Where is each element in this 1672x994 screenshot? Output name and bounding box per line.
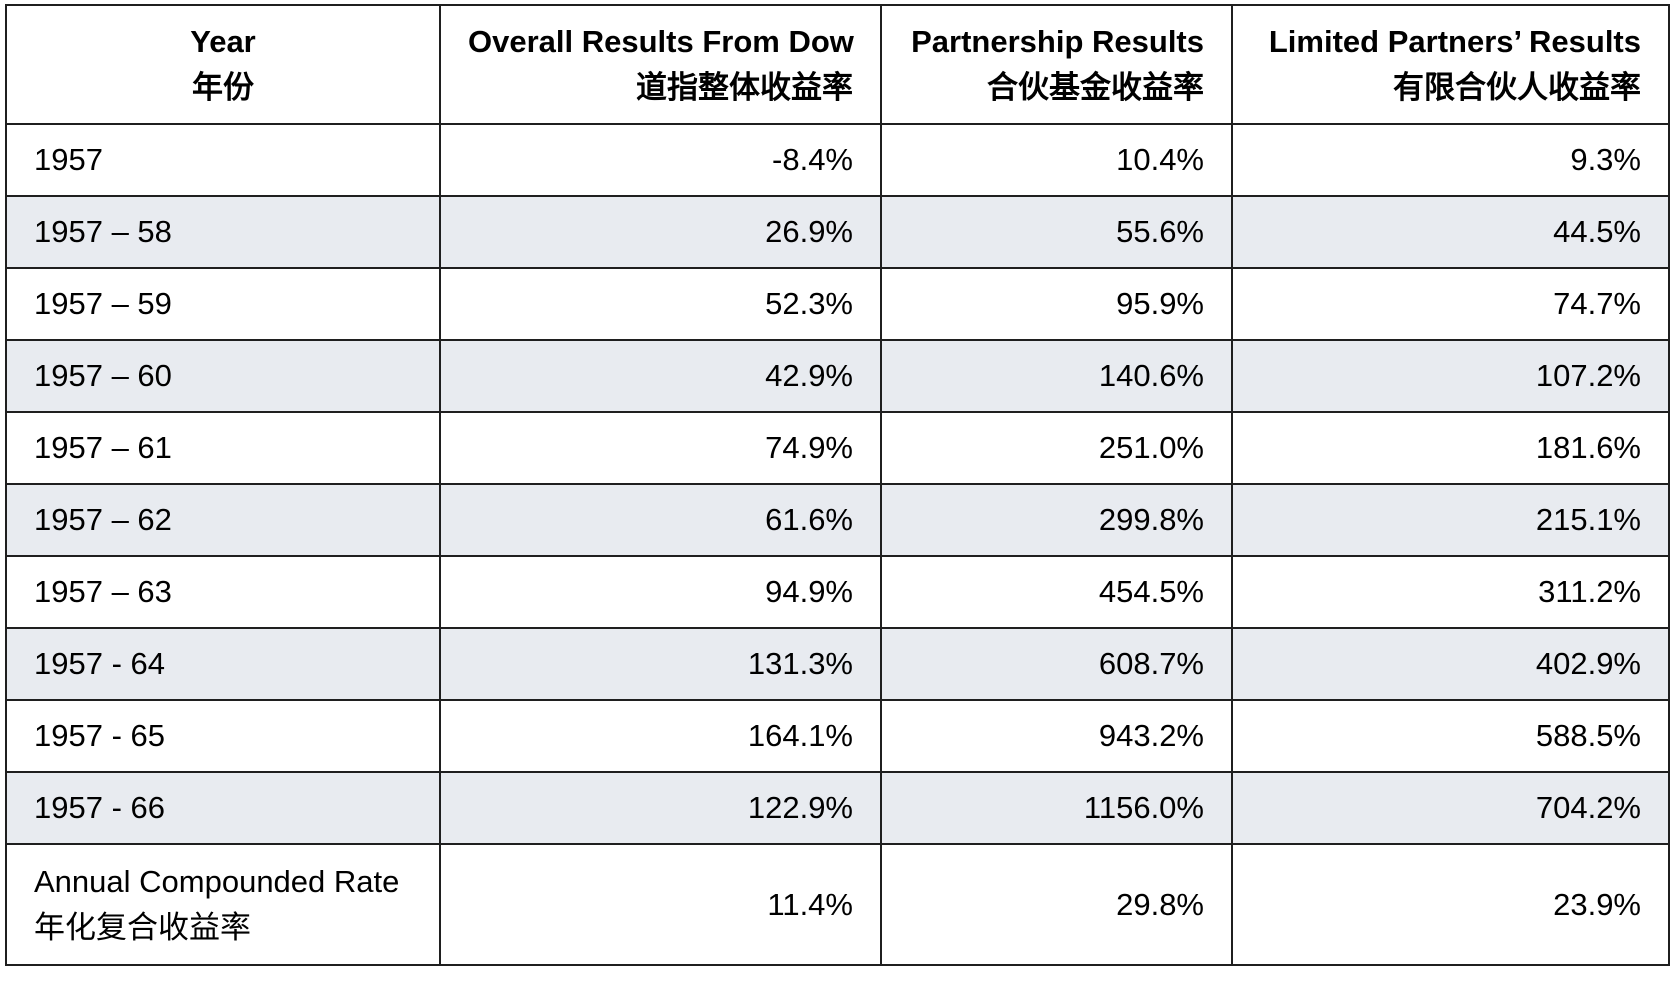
annual-rate-label-en: Annual Compounded Rate bbox=[34, 863, 400, 899]
limited-cell: 311.2% bbox=[1231, 555, 1670, 629]
partnership-cell: 251.0% bbox=[880, 411, 1233, 485]
header-limited: Limited Partners’ Results 有限合伙人收益率 bbox=[1231, 4, 1670, 125]
annual-rate-partnership: 29.8% bbox=[880, 843, 1233, 966]
header-dow-zh: 道指整体收益率 bbox=[636, 69, 853, 105]
dow-cell: 42.9% bbox=[439, 339, 882, 413]
table-row: 1957 – 61 74.9% 251.0% 181.6% bbox=[5, 411, 1670, 485]
table-row: 1957 - 64 131.3% 608.7% 402.9% bbox=[5, 627, 1670, 701]
year-cell: 1957 – 63 bbox=[5, 555, 441, 629]
dow-cell: 131.3% bbox=[439, 627, 882, 701]
year-cell: 1957 – 61 bbox=[5, 411, 441, 485]
limited-cell: 44.5% bbox=[1231, 195, 1670, 269]
dow-cell: 74.9% bbox=[439, 411, 882, 485]
table-row: 1957 – 62 61.6% 299.8% 215.1% bbox=[5, 483, 1670, 557]
limited-cell: 107.2% bbox=[1231, 339, 1670, 413]
annual-rate-row: Annual Compounded Rate 年化复合收益率 11.4% 29.… bbox=[5, 843, 1670, 966]
annual-rate-label: Annual Compounded Rate 年化复合收益率 bbox=[5, 843, 441, 966]
header-row: Year 年份 Overall Results From Dow 道指整体收益率… bbox=[5, 4, 1670, 125]
header-limited-zh: 有限合伙人收益率 bbox=[1393, 69, 1641, 105]
annual-rate-dow: 11.4% bbox=[439, 843, 882, 966]
limited-cell: 588.5% bbox=[1231, 699, 1670, 773]
limited-cell: 74.7% bbox=[1231, 267, 1670, 341]
header-partnership-en: Partnership Results bbox=[911, 23, 1204, 59]
partnership-cell: 1156.0% bbox=[880, 771, 1233, 845]
table-row: 1957 - 65 164.1% 943.2% 588.5% bbox=[5, 699, 1670, 773]
annual-rate-limited: 23.9% bbox=[1231, 843, 1670, 966]
header-year: Year 年份 bbox=[5, 4, 441, 125]
year-cell: 1957 – 58 bbox=[5, 195, 441, 269]
table-row: 1957 -8.4% 10.4% 9.3% bbox=[5, 123, 1670, 197]
dow-cell: 122.9% bbox=[439, 771, 882, 845]
partnership-cell: 55.6% bbox=[880, 195, 1233, 269]
limited-cell: 402.9% bbox=[1231, 627, 1670, 701]
partnership-cell: 10.4% bbox=[880, 123, 1233, 197]
header-partnership-zh: 合伙基金收益率 bbox=[987, 69, 1204, 105]
header-partnership: Partnership Results 合伙基金收益率 bbox=[880, 4, 1233, 125]
year-cell: 1957 – 60 bbox=[5, 339, 441, 413]
partnership-cell: 140.6% bbox=[880, 339, 1233, 413]
header-year-zh: 年份 bbox=[192, 69, 254, 105]
partnership-cell: 454.5% bbox=[880, 555, 1233, 629]
year-cell: 1957 - 64 bbox=[5, 627, 441, 701]
year-cell: 1957 – 62 bbox=[5, 483, 441, 557]
year-cell: 1957 - 66 bbox=[5, 771, 441, 845]
year-cell: 1957 bbox=[5, 123, 441, 197]
limited-cell: 215.1% bbox=[1231, 483, 1670, 557]
table-row: 1957 – 59 52.3% 95.9% 74.7% bbox=[5, 267, 1670, 341]
table-row: 1957 – 60 42.9% 140.6% 107.2% bbox=[5, 339, 1670, 413]
table-row: 1957 - 66 122.9% 1156.0% 704.2% bbox=[5, 771, 1670, 845]
partnership-cell: 608.7% bbox=[880, 627, 1233, 701]
year-cell: 1957 - 65 bbox=[5, 699, 441, 773]
partnership-cell: 299.8% bbox=[880, 483, 1233, 557]
header-limited-en: Limited Partners’ Results bbox=[1268, 23, 1641, 59]
table-row: 1957 – 58 26.9% 55.6% 44.5% bbox=[5, 195, 1670, 269]
table-row: 1957 – 63 94.9% 454.5% 311.2% bbox=[5, 555, 1670, 629]
year-cell: 1957 – 59 bbox=[5, 267, 441, 341]
partnership-cell: 943.2% bbox=[880, 699, 1233, 773]
dow-cell: 94.9% bbox=[439, 555, 882, 629]
partnership-cell: 95.9% bbox=[880, 267, 1233, 341]
limited-cell: 9.3% bbox=[1231, 123, 1670, 197]
dow-cell: 164.1% bbox=[439, 699, 882, 773]
header-year-en: Year bbox=[190, 23, 256, 59]
dow-cell: 26.9% bbox=[439, 195, 882, 269]
dow-cell: -8.4% bbox=[439, 123, 882, 197]
dow-cell: 52.3% bbox=[439, 267, 882, 341]
dow-cell: 61.6% bbox=[439, 483, 882, 557]
limited-cell: 704.2% bbox=[1231, 771, 1670, 845]
header-dow: Overall Results From Dow 道指整体收益率 bbox=[439, 4, 882, 125]
header-dow-en: Overall Results From Dow bbox=[468, 23, 854, 59]
annual-rate-label-zh: 年化复合收益率 bbox=[34, 909, 251, 945]
results-table: Year 年份 Overall Results From Dow 道指整体收益率… bbox=[5, 4, 1670, 966]
limited-cell: 181.6% bbox=[1231, 411, 1670, 485]
